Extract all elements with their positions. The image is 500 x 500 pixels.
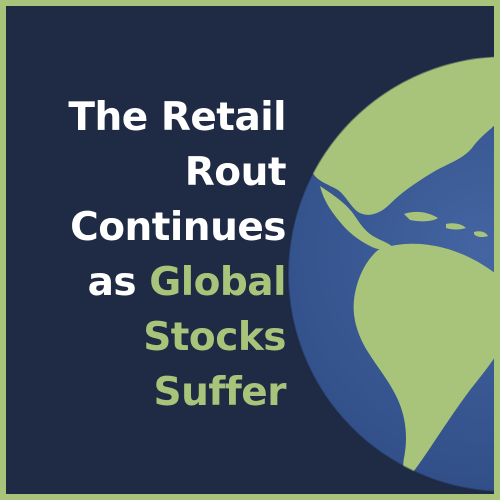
central-america-landmass (320, 186, 394, 251)
headline: The Retail Rout Continues as Global Stoc… (6, 90, 286, 420)
headline-line-6: Suffer (153, 370, 287, 415)
headline-line-3: Continues (70, 205, 286, 250)
headline-line-4: as Global (6, 255, 287, 310)
headline-line-4-prefix: as (87, 260, 137, 305)
headline-line-4-highlight: Global (149, 260, 286, 305)
headline-line-5: Stocks (143, 315, 286, 360)
south-america-landmass (353, 243, 494, 476)
globe-icon (287, 55, 494, 493)
headline-line-1: The Retail (68, 95, 286, 140)
caribbean-islands (404, 211, 438, 222)
headline-line-2: Rout (184, 150, 287, 195)
